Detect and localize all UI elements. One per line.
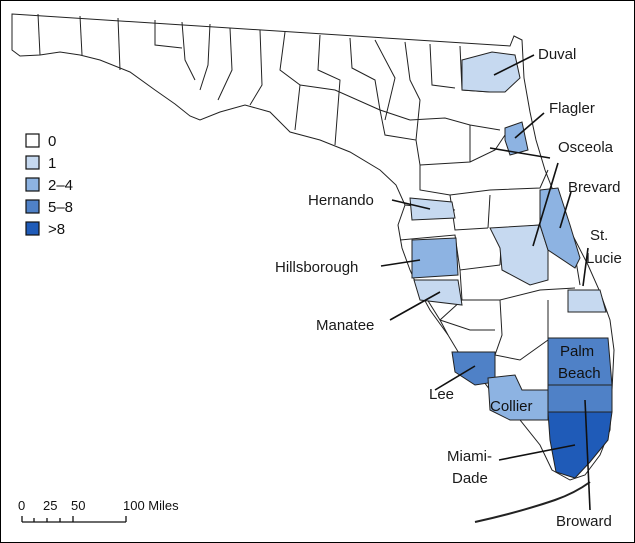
label-collier: Collier — [490, 398, 533, 415]
label-manatee: Manatee — [316, 317, 374, 334]
scale-tick-25: 25 — [43, 498, 57, 513]
label-miami-dade-line1: Miami- — [447, 448, 492, 465]
label-brevard: Brevard — [568, 179, 621, 196]
legend-swatch-1 — [25, 155, 40, 170]
label-osceola: Osceola — [558, 139, 614, 156]
legend-label-2: 2–4 — [48, 177, 73, 194]
leader-lines — [380, 54, 591, 511]
label-hillsborough: Hillsborough — [275, 259, 358, 276]
scale-tick-0: 0 — [18, 498, 25, 513]
scale-line — [21, 516, 127, 523]
legend-label-1: 1 — [48, 155, 56, 172]
label-st-lucie-line2: Lucie — [586, 250, 622, 267]
label-st-lucie-line1: St. — [590, 227, 608, 244]
label-palm-beach-line1: Palm — [560, 343, 594, 360]
county-broward — [547, 384, 613, 413]
legend-label-0: 0 — [48, 133, 56, 150]
label-hernando: Hernando — [308, 192, 374, 209]
scale-bar: 0 25 50 100 Miles — [18, 498, 179, 523]
legend-swatch-3 — [25, 199, 40, 214]
label-palm-beach-line2: Beach — [558, 365, 601, 382]
florida-keys — [474, 481, 591, 523]
county-st-lucie — [567, 289, 607, 313]
scale-tick-100: 100 Miles — [123, 498, 179, 513]
county-lee — [451, 351, 496, 386]
legend-swatch-4 — [25, 221, 40, 236]
label-flagler: Flagler — [549, 100, 595, 117]
legend-label-3: 5–8 — [48, 199, 73, 216]
county-hillsborough — [411, 237, 459, 279]
scale-tick-50: 50 — [71, 498, 85, 513]
county-duval — [461, 51, 521, 93]
legend-label-4: >8 — [48, 221, 65, 238]
legend: 0 1 2–4 5–8 >8 — [25, 133, 73, 238]
label-miami-dade-line2: Dade — [452, 470, 488, 487]
county-miami-dade — [547, 411, 613, 479]
legend-swatch-2 — [25, 177, 40, 192]
label-lee: Lee — [429, 386, 454, 403]
county-hernando — [409, 197, 456, 221]
legend-swatch-0 — [25, 133, 40, 148]
label-duval: Duval — [538, 46, 576, 63]
label-broward: Broward — [556, 513, 612, 530]
